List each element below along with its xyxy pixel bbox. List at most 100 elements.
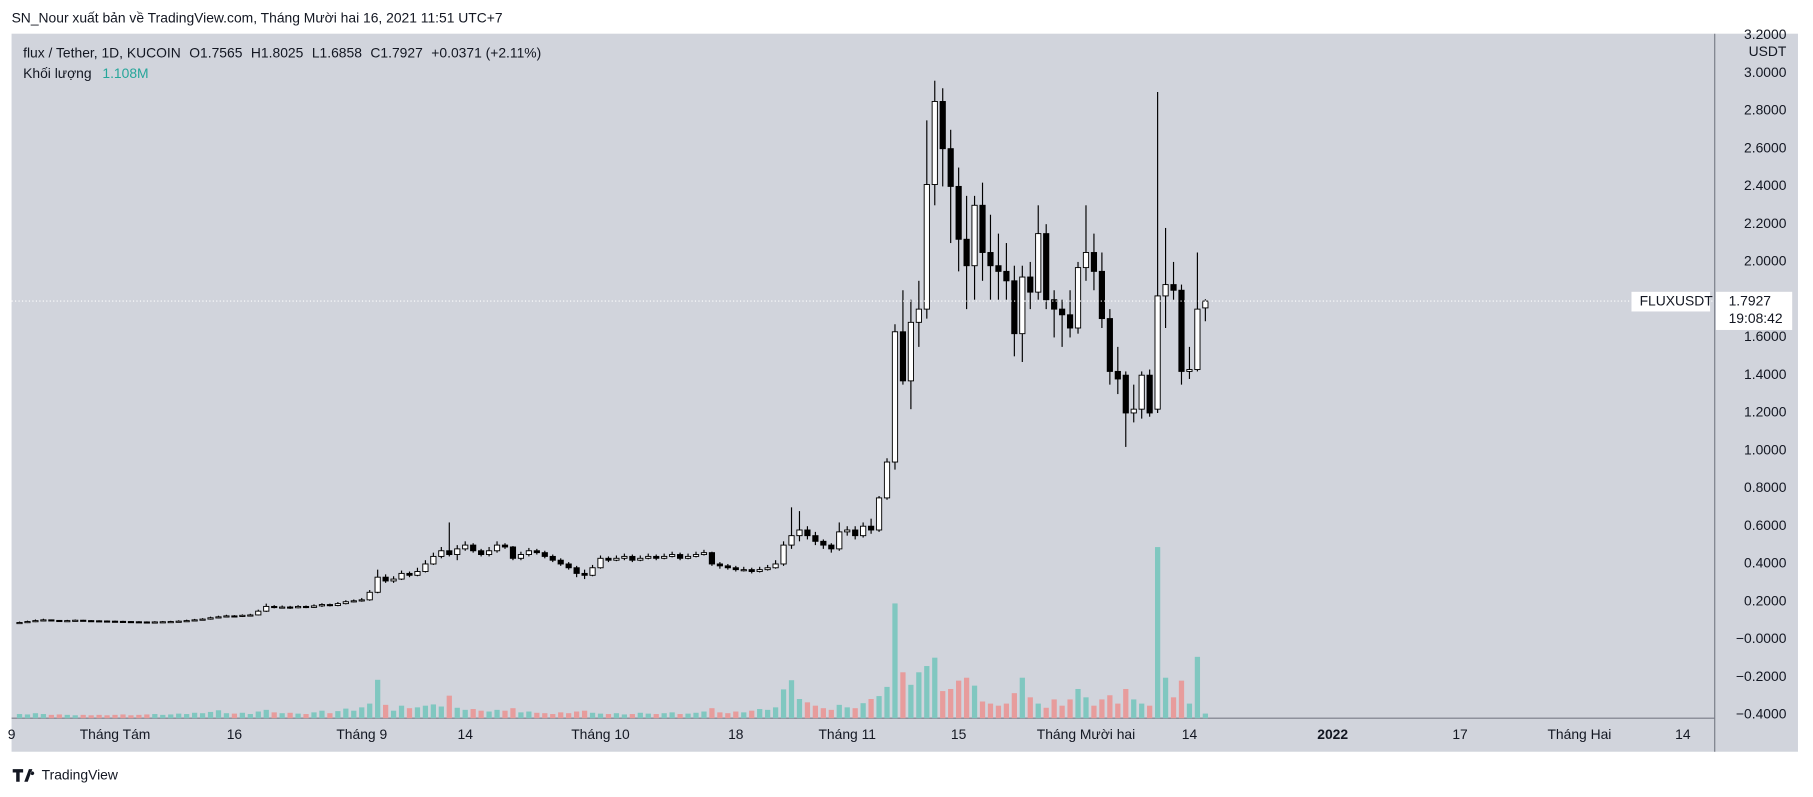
volume-bar (971, 685, 978, 719)
candle-body (756, 569, 763, 572)
volume-bar (542, 713, 548, 719)
candle-body (127, 621, 135, 624)
last-price-box (1715, 291, 1793, 330)
volume-bar (1115, 703, 1121, 719)
candle-body (645, 555, 652, 559)
volume-bar (359, 707, 365, 719)
candle-body (151, 621, 158, 624)
volume-bar (287, 712, 293, 719)
volume-bar (1099, 699, 1105, 719)
x-tick-label: 14 (1675, 726, 1691, 742)
candle-body (470, 544, 477, 552)
candle-body (271, 605, 278, 609)
volume-bar (382, 704, 389, 719)
volume-bar (279, 713, 285, 719)
logo-icon (12, 769, 35, 782)
volume-bar (526, 711, 532, 719)
candle-body (207, 617, 214, 620)
volume-bar (160, 714, 166, 719)
candle-body (780, 544, 787, 565)
volume-bar (80, 714, 86, 719)
volume-bar (406, 708, 413, 719)
volume-bar (319, 710, 325, 719)
y-tick-label: 2.2000 (1744, 215, 1787, 231)
volume-bar (788, 680, 795, 719)
candle-body (1130, 408, 1137, 414)
candle-body (406, 572, 413, 576)
y-tick-label: 0.6000 (1744, 517, 1787, 533)
volume-bar (956, 680, 962, 719)
volume-bar (605, 714, 612, 719)
volume-bar (136, 714, 142, 719)
candle-body (24, 621, 31, 624)
candle-body (565, 563, 572, 569)
candle-body (963, 238, 970, 267)
volume-bar (987, 703, 994, 719)
candle-body (740, 569, 747, 572)
candle-body (1011, 280, 1018, 335)
candle-body (1035, 233, 1042, 293)
volume-bar (199, 713, 206, 719)
candle-body (1178, 289, 1185, 372)
candle-body (1154, 295, 1161, 410)
candle-body (939, 101, 946, 150)
candle-body (342, 601, 349, 605)
candle-body (915, 308, 922, 323)
volume-bar (64, 714, 70, 719)
volume-bar (940, 691, 946, 719)
volume-title: Khối lượng (23, 65, 91, 81)
volume-bar (558, 712, 564, 719)
volume-bar (908, 684, 914, 719)
volume-bar (478, 710, 484, 719)
y-tick-label: 1.4000 (1744, 366, 1787, 382)
volume-bar (247, 714, 253, 719)
candle-body (899, 331, 907, 382)
candle-body (852, 529, 859, 537)
candle-body (1051, 299, 1058, 310)
candle-body (581, 572, 588, 576)
volume-bar (749, 710, 755, 719)
volume-bar (812, 705, 819, 719)
volume-bar (963, 677, 970, 719)
volume-bar (48, 714, 54, 719)
candle-body (247, 614, 254, 617)
volume-bar (669, 712, 675, 719)
volume-bar (502, 710, 508, 719)
candle-body (923, 184, 930, 310)
volume-bar (1027, 697, 1033, 719)
candle-body (326, 604, 333, 607)
volume-bar (16, 714, 23, 719)
legend: flux / Tether, 1D, KUCOIN O1.7565 H1.802… (23, 44, 541, 60)
volume-bar (932, 657, 938, 719)
volume-bar (725, 713, 731, 719)
footer-logo: TradingView (12, 767, 119, 783)
candle-body (135, 621, 142, 624)
candle-body (56, 619, 63, 623)
volume-bar (701, 711, 707, 719)
candle-body (573, 567, 580, 574)
candle-body (820, 540, 827, 546)
candle-body (438, 550, 445, 557)
volume-bar (852, 708, 858, 719)
candle-body (485, 550, 493, 555)
candle-body (979, 204, 986, 253)
volume-bar (494, 709, 500, 719)
volume-bar (327, 713, 333, 719)
candle-body (302, 605, 310, 609)
candle-body (287, 606, 294, 609)
candle-body (661, 555, 668, 559)
candle-body (199, 618, 206, 621)
volume-bar (207, 711, 214, 719)
candle-body (613, 557, 620, 561)
candle-body (390, 578, 397, 582)
candle-body (509, 546, 517, 559)
candle-body (350, 600, 357, 603)
candle-body (88, 620, 95, 623)
candle-body (1106, 318, 1113, 372)
volume-bar (398, 705, 405, 719)
volume-bar (271, 712, 277, 719)
candle-body (366, 591, 373, 601)
volume-bar (1083, 697, 1089, 719)
candle-body (971, 204, 978, 267)
volume-bar (629, 714, 635, 719)
